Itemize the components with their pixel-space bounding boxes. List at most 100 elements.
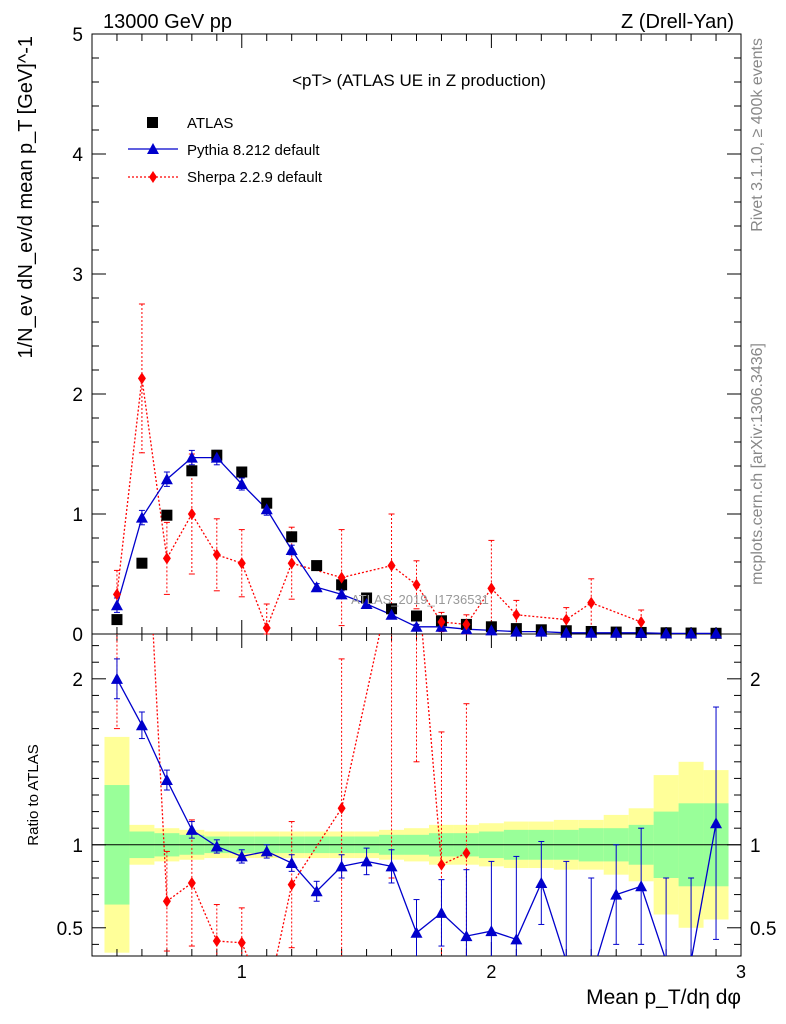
header-right: Z (Drell-Yan) <box>621 11 734 33</box>
ratio-y-tick-label: 1 <box>72 836 83 857</box>
main-y-tick-label: 1 <box>72 505 83 526</box>
x-tick-label: 3 <box>736 962 746 982</box>
ratio-pythia-point <box>535 876 548 888</box>
pythia-point <box>585 626 598 638</box>
sherpa-point <box>112 588 121 601</box>
sherpa-point <box>462 618 471 631</box>
atlas-point <box>111 614 123 626</box>
sherpa-point <box>637 616 646 628</box>
legend-sherpa-label: Sherpa 2.2.9 default <box>187 169 323 186</box>
sherpa-point <box>487 582 496 595</box>
ratio-pythia-point <box>185 823 198 835</box>
pythia-point <box>560 626 573 638</box>
ratio-pythia-point <box>635 880 648 892</box>
main-y-tick-label: 3 <box>72 265 83 286</box>
ratio-y-axis-label: Ratio to ATLAS <box>25 744 42 845</box>
ratio-pythia-point <box>110 672 123 684</box>
sherpa-point <box>212 548 221 561</box>
sherpa-point <box>287 557 296 570</box>
plot-title: <pT> (ATLAS UE in Z production) <box>292 71 546 90</box>
legend-atlas-marker <box>147 117 158 128</box>
atlas-point <box>161 509 173 521</box>
pythia-point <box>635 626 648 638</box>
ratio-pythia-point <box>690 954 692 956</box>
pythia-point <box>410 620 423 632</box>
atlas-point <box>411 610 422 622</box>
ratio-sherpa-point <box>237 936 246 949</box>
pythia-point <box>510 625 523 637</box>
pythia-point <box>335 588 348 600</box>
pythia-point <box>110 599 123 611</box>
sherpa-point <box>512 608 521 621</box>
ratio-pythia-point <box>335 860 348 872</box>
main-plot-frame <box>91 33 742 635</box>
pythia-point <box>235 478 248 489</box>
ratio-pythia-point <box>485 925 498 937</box>
sherpa-point <box>562 613 571 626</box>
ratio-pythia-point <box>260 845 273 857</box>
pythia-point <box>685 627 698 639</box>
sherpa-point <box>262 622 271 634</box>
pythia-point <box>135 511 148 523</box>
ratio-pythia-point <box>235 850 248 862</box>
ratio-pythia-point <box>585 972 597 983</box>
ratio-pythia-point <box>310 885 323 897</box>
sherpa-point <box>587 596 596 609</box>
ratio-pythia-point <box>460 930 473 942</box>
tick-labels: 1 2 3 0 1 2 3 4 5 0.5 0.5 1 1 2 2 <box>57 25 777 982</box>
ratio-sherpa-point <box>263 996 271 1008</box>
legend: ATLAS Pythia 8.212 default Sherpa 2.2.9 … <box>128 115 323 186</box>
ratio-y-tick-label-right: 1 <box>750 836 761 857</box>
sherpa-point <box>137 372 146 385</box>
pythia-point <box>210 451 223 463</box>
ratio-sherpa-point <box>437 858 446 871</box>
ratio-y-tick-label: 0.5 <box>57 919 83 940</box>
atlas-point <box>336 579 348 591</box>
ratio-pythia-point <box>565 954 567 956</box>
ratio-y-tick-label: 2 <box>72 670 83 691</box>
ratio-pythia-point <box>135 719 148 731</box>
sherpa-point <box>437 616 446 628</box>
ratio-pythia-point <box>665 954 667 956</box>
main-y-tick-label: 0 <box>72 625 83 646</box>
header-left: 13000 GeV pp <box>103 11 232 33</box>
ratio-sherpa-point <box>287 878 296 891</box>
legend-atlas-label: ATLAS <box>187 115 233 132</box>
pythia-point <box>360 598 373 609</box>
sherpa-point <box>237 557 246 570</box>
ratio-pythia-point <box>210 840 223 852</box>
ratio-pythia-point <box>435 906 448 918</box>
legend-pythia-marker <box>147 143 159 154</box>
mcplots-label: mcplots.cern.ch [arXiv:1306.3436] <box>749 343 766 585</box>
sherpa-point <box>187 508 196 520</box>
pythia-point <box>660 627 673 639</box>
pythia-point <box>610 626 623 638</box>
ratio-pythia-point <box>510 933 523 945</box>
rivet-version-label: Rivet 3.1.10, ≥ 400k events <box>749 38 766 232</box>
ratio-pythia-point <box>160 774 173 786</box>
sherpa-point <box>337 571 346 584</box>
ratio-sherpa-point <box>462 847 471 860</box>
atlas-point <box>186 465 198 477</box>
sherpa-point <box>387 559 396 572</box>
x-axis-label: Mean p_T/dη dφ <box>586 986 741 1009</box>
pythia-point <box>260 503 273 515</box>
ratio-sherpa-point <box>212 935 221 948</box>
pythia-point <box>485 624 498 636</box>
ratio-sherpa-point <box>162 895 171 908</box>
pythia-point <box>385 608 398 620</box>
ratio-pythia-point <box>385 860 398 872</box>
ratio-pythia-point <box>610 888 623 900</box>
ratio-pythia-point <box>710 817 723 829</box>
atlas-point <box>136 557 148 569</box>
analysis-watermark: ATLAS_2019_I1736531 <box>351 592 489 607</box>
ratio-pythia-point <box>285 857 298 869</box>
ratio-y-tick-label-right: 0.5 <box>750 919 776 940</box>
main-y-tick-label: 4 <box>72 145 83 166</box>
ratio-y-tick-label-right: 2 <box>750 670 761 691</box>
sherpa-line <box>116 378 642 630</box>
main-y-tick-label: 5 <box>72 25 83 46</box>
ratio-pythia-point <box>410 926 423 938</box>
ratio-sherpa-point <box>337 802 346 815</box>
